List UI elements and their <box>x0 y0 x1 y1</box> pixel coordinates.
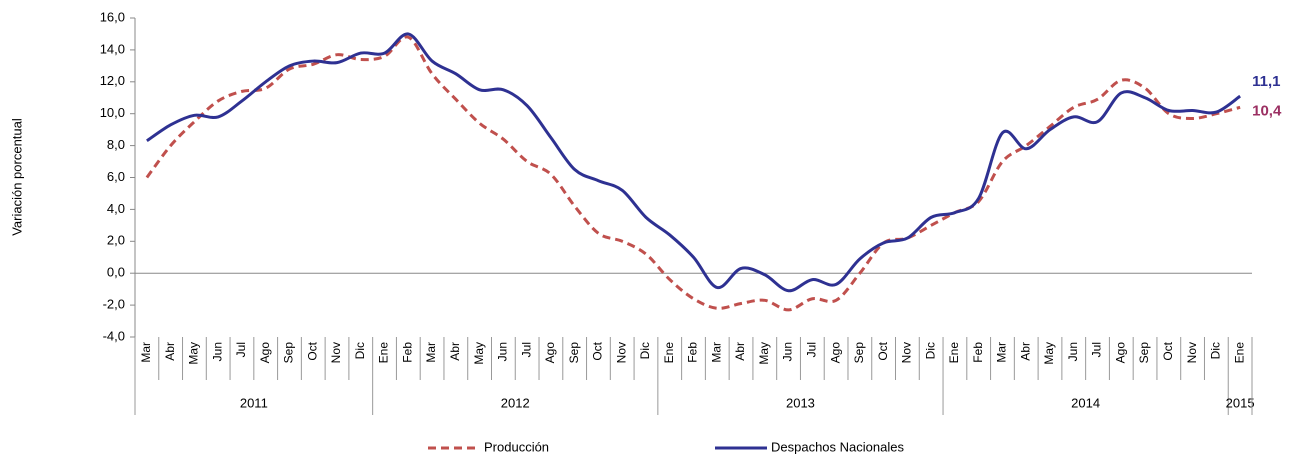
group-label: 2011 <box>240 395 268 410</box>
y-tick-label: 14,0 <box>100 41 125 56</box>
x-tick-label: Jul <box>519 342 533 357</box>
x-tick-label: Ene <box>947 342 961 364</box>
x-tick-label: Mar <box>424 342 438 363</box>
x-tick-label: Jun <box>496 342 510 361</box>
x-tick-label: Feb <box>400 342 414 363</box>
x-tick-label: Oct <box>305 341 319 360</box>
x-tick-label: Abr <box>1018 342 1032 361</box>
x-tick-label: May <box>757 342 771 365</box>
x-tick-label: Mar <box>995 342 1009 363</box>
x-tick-label: Dic <box>638 342 652 359</box>
x-tick-label: Jul <box>234 342 248 357</box>
x-tick-label: Jun <box>210 342 224 361</box>
y-tick-label: 6,0 <box>107 169 125 184</box>
x-tick-label: Sep <box>852 342 866 364</box>
x-tick-label: Ene <box>662 342 676 364</box>
y-tick-label: 0,0 <box>107 265 125 280</box>
x-tick-label: Jun <box>1066 342 1080 361</box>
group-label: 2013 <box>786 395 815 410</box>
x-tick-label: Dic <box>353 342 367 359</box>
x-tick-label: Ago <box>258 342 272 364</box>
x-tick-label: Nov <box>1185 342 1199 363</box>
x-tick-label: Dic <box>923 342 937 359</box>
x-tick-label: May <box>1042 342 1056 365</box>
y-axis-label: Variación porcentual <box>9 118 24 236</box>
x-tick-label: Ago <box>1113 342 1127 364</box>
group-label: 2014 <box>1071 395 1100 410</box>
legend-label: Producción <box>484 439 549 454</box>
y-tick-label: 10,0 <box>100 105 125 120</box>
x-tick-label: Dic <box>1209 342 1223 359</box>
value-label: 10,4 <box>1252 102 1282 119</box>
x-tick-label: Mar <box>709 342 723 363</box>
x-tick-label: Sep <box>282 342 296 364</box>
x-tick-label: Feb <box>971 342 985 363</box>
x-tick-label: May <box>472 342 486 365</box>
x-tick-label: Oct <box>876 341 890 360</box>
x-tick-label: Abr <box>448 342 462 361</box>
y-tick-label: 12,0 <box>100 73 125 88</box>
x-tick-label: May <box>187 342 201 365</box>
x-tick-label: Feb <box>686 342 700 363</box>
series-line <box>146 32 1241 293</box>
x-tick-label: Ene <box>377 342 391 364</box>
x-tick-label: Mar <box>139 342 153 363</box>
x-tick-label: Abr <box>163 342 177 361</box>
y-tick-label: 4,0 <box>107 201 125 216</box>
x-tick-label: Sep <box>567 342 581 364</box>
x-tick-label: Oct <box>591 341 605 360</box>
x-tick-label: Ago <box>543 342 557 364</box>
x-tick-label: Nov <box>900 342 914 363</box>
x-tick-label: Ene <box>1232 342 1246 364</box>
y-tick-label: 16,0 <box>100 9 125 24</box>
x-tick-label: Jun <box>781 342 795 361</box>
series-line <box>145 35 1241 312</box>
y-tick-label: -4,0 <box>103 328 125 343</box>
x-tick-label: Nov <box>614 342 628 363</box>
y-tick-label: 8,0 <box>107 137 125 152</box>
x-tick-label: Jul <box>1090 342 1104 357</box>
y-tick-label: -2,0 <box>103 297 125 312</box>
x-tick-label: Oct <box>1161 341 1175 360</box>
legend-label: Despachos Nacionales <box>771 439 904 454</box>
group-label: 2012 <box>501 395 530 410</box>
x-tick-label: Jul <box>805 342 819 357</box>
value-label: 11,1 <box>1252 73 1280 90</box>
y-tick-label: 2,0 <box>107 233 125 248</box>
x-tick-label: Sep <box>1137 342 1151 364</box>
x-tick-label: Nov <box>329 342 343 363</box>
x-tick-label: Ago <box>828 342 842 364</box>
x-tick-label: Abr <box>733 342 747 361</box>
group-label: 2015 <box>1226 395 1255 410</box>
